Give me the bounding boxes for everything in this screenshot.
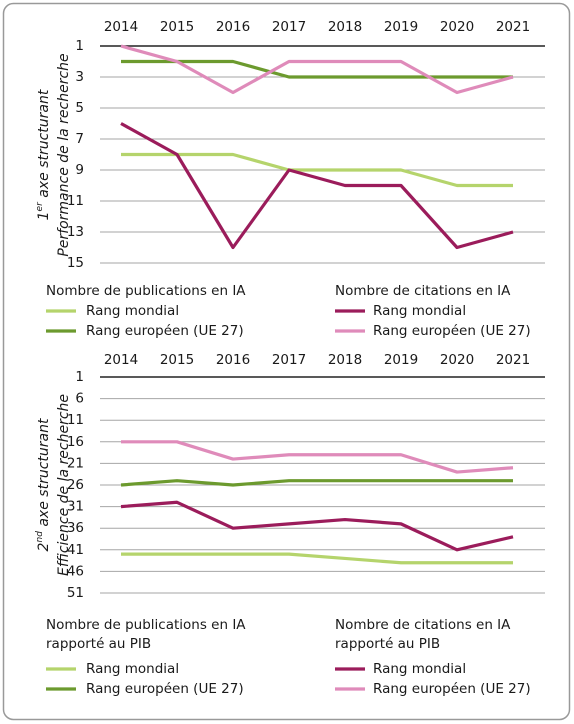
series-line xyxy=(121,59,513,79)
x-tick-label: 2020 xyxy=(440,352,474,368)
y-tick-label: 7 xyxy=(75,131,84,147)
x-tick-label: 2021 xyxy=(496,352,530,368)
y-tick-label: 3 xyxy=(75,69,84,85)
y-axis-label: Performance de la recherche xyxy=(56,53,72,256)
x-tick-label: 2016 xyxy=(216,19,250,35)
y-axis-label-part: Performance de la recherche xyxy=(56,53,72,256)
y-tick-label: 1 xyxy=(75,38,84,54)
y-tick-label: 46 xyxy=(67,563,84,579)
y-axis-label-sup: nd xyxy=(35,531,45,543)
series-line xyxy=(121,552,513,565)
y-tick-label: 31 xyxy=(67,499,84,515)
legend-label: Rang mondial xyxy=(86,661,179,677)
legend-label: Rang mondial xyxy=(373,661,466,677)
x-tick-label: 2018 xyxy=(328,19,362,35)
y-tick-label: 26 xyxy=(67,477,84,493)
x-tick-label: 2014 xyxy=(104,352,138,368)
legend-label: Rang européen (UE 27) xyxy=(373,681,531,697)
y-tick-label: 13 xyxy=(67,224,84,240)
y-axis-label: Efficience de la recherche xyxy=(56,394,72,576)
legend-title: Nombre de publications en IA xyxy=(46,617,246,633)
legend-label: Rang mondial xyxy=(86,303,179,319)
x-tick-label: 2015 xyxy=(160,19,194,35)
y-axis-label-part: axe structurant xyxy=(36,418,52,531)
x-tick-label: 2017 xyxy=(272,19,306,35)
x-tick-label: 2016 xyxy=(216,352,250,368)
y-tick-label: 51 xyxy=(67,585,84,601)
legend-title: Nombre de publications en IA xyxy=(46,283,246,299)
x-tick-label: 2017 xyxy=(272,352,306,368)
series-line xyxy=(120,122,514,250)
y-axis-label: 2nd axe structurant xyxy=(35,418,53,551)
x-tick-label: 2014 xyxy=(104,19,138,35)
y-axis-label-part: 2 xyxy=(36,542,52,551)
y-tick-label: 6 xyxy=(75,391,84,407)
legend-title: Nombre de citations en IA xyxy=(335,617,511,633)
y-tick-label: 15 xyxy=(67,255,84,271)
y-tick-label: 36 xyxy=(67,520,84,536)
x-tick-label: 2019 xyxy=(384,19,418,35)
y-tick-label: 16 xyxy=(67,434,84,450)
x-tick-label: 2019 xyxy=(384,352,418,368)
y-tick-label: 5 xyxy=(75,100,84,116)
legend-title: Nombre de citations en IA xyxy=(335,283,511,299)
series-line xyxy=(121,440,514,474)
y-axis-label-part: Efficience de la recherche xyxy=(56,394,72,576)
series-line xyxy=(120,479,513,487)
series-line xyxy=(120,44,514,95)
series-line xyxy=(120,500,514,552)
y-tick-label: 9 xyxy=(75,162,84,178)
y-axis-label-sup: er xyxy=(35,201,45,212)
x-tick-label: 2021 xyxy=(496,19,530,35)
y-tick-label: 1 xyxy=(75,369,84,385)
y-tick-label: 41 xyxy=(67,542,84,558)
legend-label: Rang européen (UE 27) xyxy=(86,323,244,339)
y-axis-label-part: 1 xyxy=(36,211,52,220)
x-tick-label: 2018 xyxy=(328,352,362,368)
legend-title: rapporté au PIB xyxy=(335,636,440,652)
y-axis-label: 1er axe structurant xyxy=(35,89,53,220)
legend-title: rapporté au PIB xyxy=(46,636,151,652)
legend-label: Rang européen (UE 27) xyxy=(373,323,531,339)
y-tick-label: 11 xyxy=(67,193,84,209)
legend-label: Rang mondial xyxy=(373,303,466,319)
y-tick-label: 21 xyxy=(67,455,84,471)
legend-label: Rang européen (UE 27) xyxy=(86,681,244,697)
x-tick-label: 2015 xyxy=(160,352,194,368)
x-tick-label: 2020 xyxy=(440,19,474,35)
y-tick-label: 11 xyxy=(67,412,84,428)
series-line xyxy=(121,152,513,188)
y-axis-label-part: axe structurant xyxy=(36,89,52,202)
